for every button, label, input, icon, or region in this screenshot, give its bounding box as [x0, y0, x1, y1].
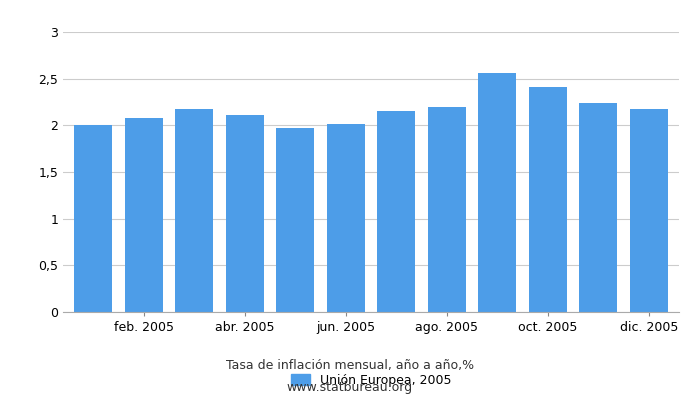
Bar	[226, 115, 264, 312]
Bar	[478, 73, 516, 312]
Bar	[327, 124, 365, 312]
Bar	[125, 118, 162, 312]
Bar	[580, 103, 617, 312]
Text: Tasa de inflación mensual, año a año,%: Tasa de inflación mensual, año a año,%	[226, 360, 474, 372]
Bar	[175, 108, 214, 312]
Bar	[276, 128, 314, 312]
Bar	[630, 110, 668, 312]
Text: www.statbureau.org: www.statbureau.org	[287, 381, 413, 394]
Bar	[528, 87, 567, 312]
Bar	[428, 107, 466, 312]
Bar	[377, 111, 415, 312]
Bar	[74, 125, 112, 312]
Legend: Unión Europea, 2005: Unión Europea, 2005	[286, 369, 456, 392]
